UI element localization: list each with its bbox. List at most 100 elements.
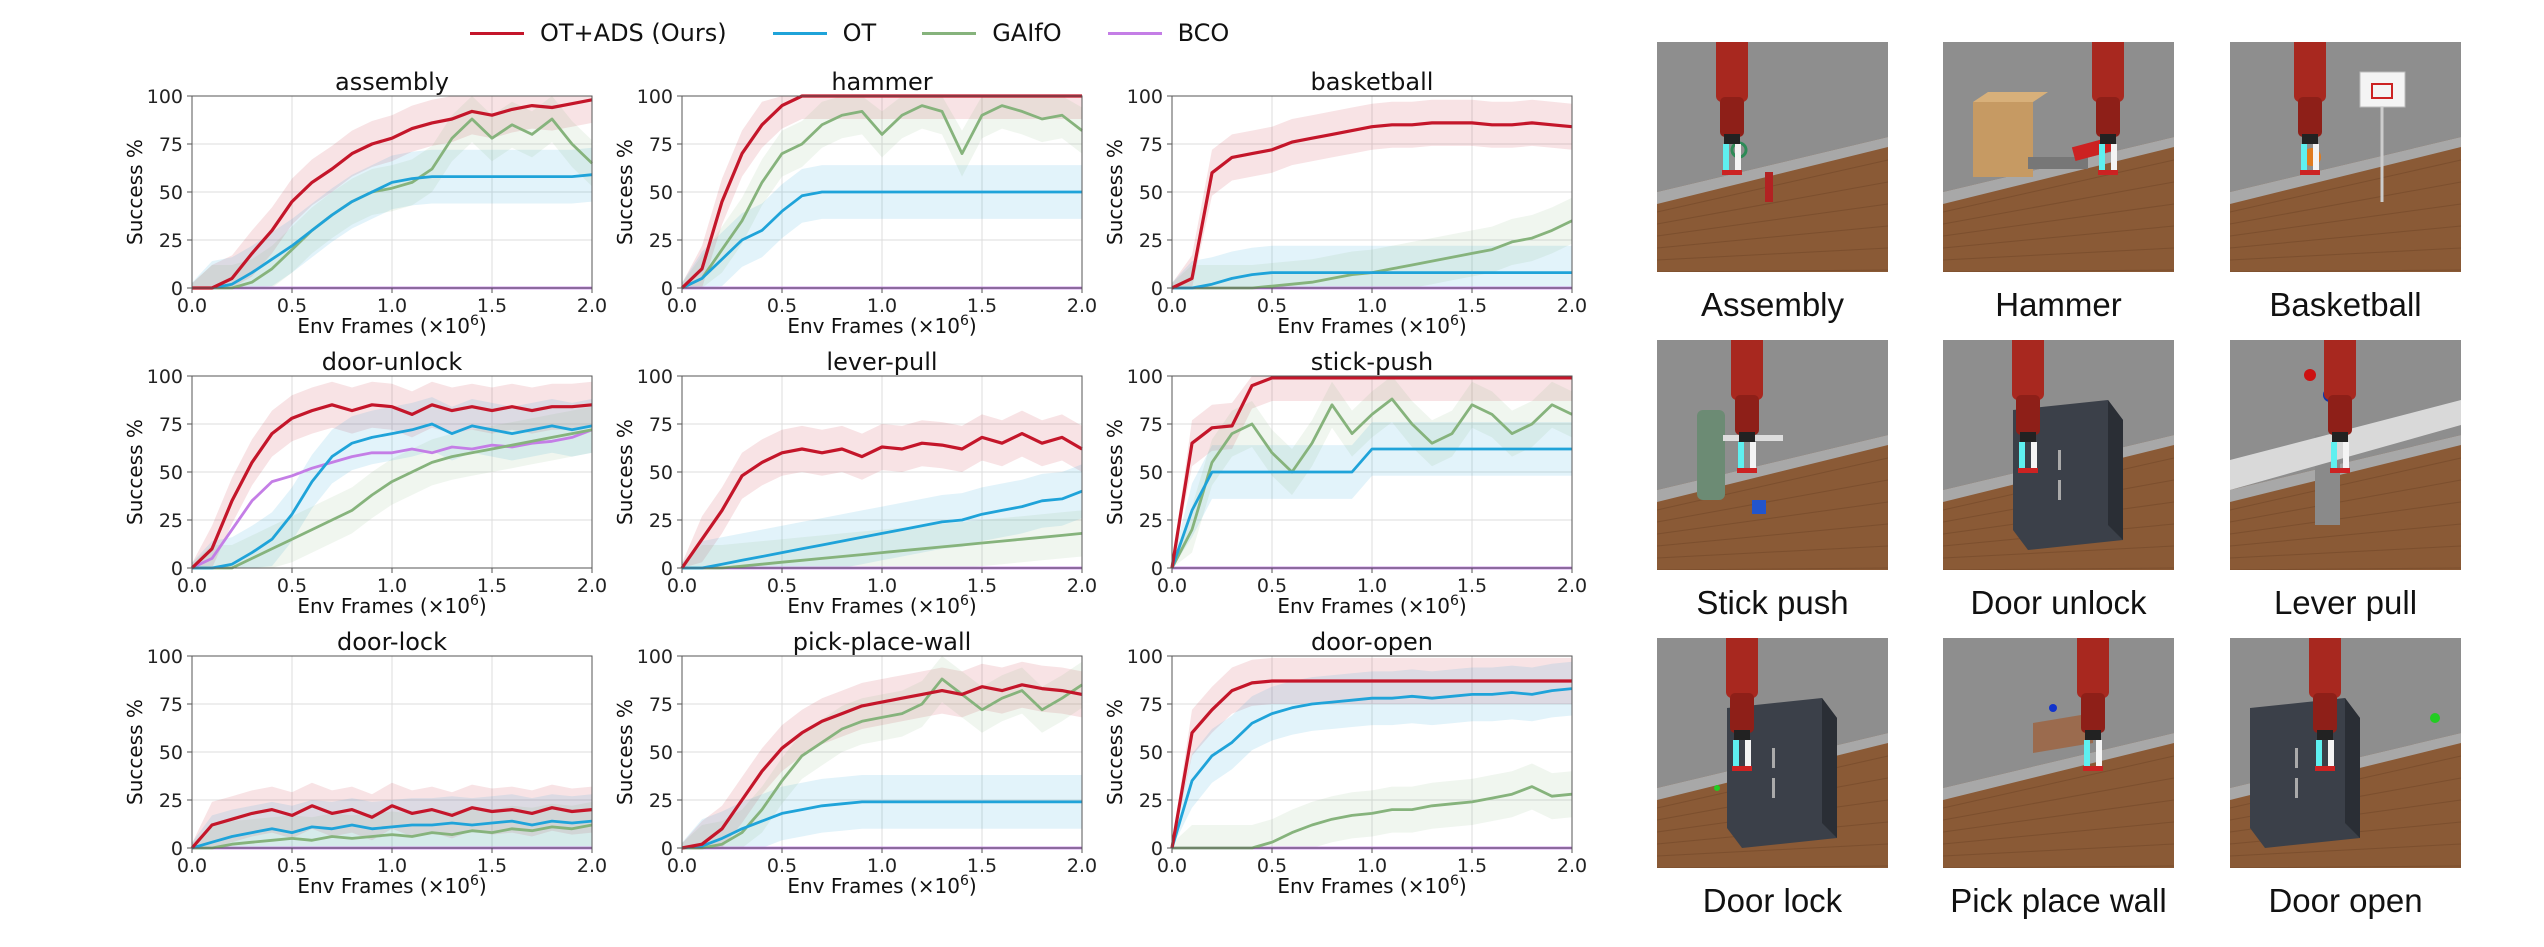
x-tick-label: 1.5: [477, 855, 507, 877]
plot-svg: 0.0 0.5 1.0 1.5 2.0 0 25 50 75 100 Env Frames (×10…: [613, 366, 1097, 618]
plot-title: door-unlock: [321, 348, 463, 376]
x-tick-label: 0.0: [1157, 855, 1187, 877]
scene-table: [1943, 733, 2174, 868]
x-axis-label: Env Frames (×106): [1277, 313, 1466, 338]
plot-grid: 0.0 0.5 1.0 1.5 2.0 0 25 50 75 100 Env Frames (×10…: [110, 68, 1587, 898]
y-tick-label: 25: [1139, 790, 1163, 812]
x-tick-label: 1.5: [477, 295, 507, 317]
y-tick-label: 0: [1151, 558, 1163, 580]
plot-svg: 0.0 0.5 1.0 1.5 2.0 0 25 50 75 100 Env Frames (×10…: [613, 646, 1097, 898]
legend-item-ot-ads: OT+ADS (Ours): [470, 19, 727, 47]
scene-table: [1657, 137, 1888, 272]
scene-caption: Assembly: [1700, 286, 1845, 323]
robot-scene-image: [2230, 42, 2461, 272]
x-tick-label: 1.5: [1457, 295, 1487, 317]
x-tick-label: 0.0: [177, 295, 207, 317]
legend-label: OT+ADS (Ours): [540, 19, 727, 47]
plot-door-unlock: 0.0 0.5 1.0 1.5 2.0 0 25 50 75 100 Env Frames (×10…: [110, 348, 607, 638]
legend-label: OT: [842, 19, 877, 47]
scene-caption: Hammer: [1995, 286, 2122, 323]
series-line-ot: [1170, 447, 1572, 569]
x-tick-label: 0.0: [1157, 575, 1187, 597]
x-tick-label: 1.0: [377, 855, 407, 877]
y-tick-label: 0: [171, 278, 183, 300]
scene-caption: Lever pull: [2273, 584, 2418, 621]
y-tick-label: 50: [1139, 742, 1163, 764]
x-tick-label: 0.0: [177, 575, 207, 597]
series-line-ot-ads-ours: [681, 683, 1083, 850]
plot-title: hammer: [831, 68, 933, 96]
scene-caption: Basketball: [2269, 286, 2422, 323]
band-ot: [682, 464, 1082, 568]
band-ot-ads-ours: [682, 410, 1082, 568]
legend-item-ot: OT: [772, 19, 877, 47]
y-axis-label: Success %: [123, 419, 147, 525]
band-gaifo: [682, 96, 1082, 288]
x-tick-label: 0.5: [767, 855, 797, 877]
series-line-ot: [191, 819, 593, 850]
robot-arm: [2077, 638, 2109, 771]
robot-scene-image: [1657, 638, 1888, 868]
x-tick-label: 1.5: [967, 295, 997, 317]
y-tick-label: 100: [637, 366, 673, 388]
robot-arm: [2294, 42, 2326, 175]
x-tick-label: 2.0: [1067, 295, 1097, 317]
x-tick-label: 1.0: [867, 855, 897, 877]
x-tick-label: 0.5: [767, 295, 797, 317]
robot-scene-image: [1943, 42, 2174, 272]
plot-svg: 0.0 0.5 1.0 1.5 2.0 0 25 50 75 100 Env Frames (×10…: [123, 646, 607, 898]
y-axis-label: Success %: [1103, 139, 1127, 245]
x-tick-label: 2.0: [1067, 855, 1097, 877]
y-tick-label: 25: [159, 230, 183, 252]
band-ot-ads-ours: [1172, 99, 1572, 288]
x-tick-label: 1.0: [1357, 575, 1387, 597]
series-line-ot: [192, 173, 593, 290]
series-line-ot-ads-ours: [1170, 679, 1572, 849]
plot-title: lever-pull: [826, 348, 938, 376]
series-line-gaifo: [192, 823, 593, 850]
x-tick-label: 1.5: [1457, 855, 1487, 877]
y-tick-label: 75: [1139, 694, 1163, 716]
y-tick-label: 100: [637, 646, 673, 668]
y-tick-label: 50: [159, 742, 183, 764]
scene-caption: Stick push: [1696, 584, 1849, 621]
band-ot-ads-ours: [1172, 657, 1572, 848]
y-tick-label: 25: [159, 510, 183, 532]
y-axis-label: Success %: [613, 139, 637, 245]
y-axis-label: Success %: [613, 699, 637, 805]
scene-caption: Door open: [2268, 882, 2423, 919]
x-tick-label: 0.5: [277, 575, 307, 597]
band-ot: [192, 147, 592, 288]
band-ot: [682, 775, 1082, 848]
y-tick-label: 25: [649, 790, 673, 812]
scene-caption: Door unlock: [1970, 584, 2147, 621]
series-line-bco: [191, 428, 593, 570]
y-tick-label: 100: [147, 86, 183, 108]
robot-arm: [1731, 340, 1763, 473]
y-tick-label: 25: [649, 230, 673, 252]
x-tick-label: 1.0: [1357, 295, 1387, 317]
x-axis-label: Env Frames (×106): [787, 873, 976, 898]
legend-label: GAIfO: [992, 19, 1062, 47]
x-tick-label: 0.0: [1157, 295, 1187, 317]
plot-stick-push: 0.0 0.5 1.0 1.5 2.0 0 25 50 75 100 Env Frames (×10…: [1090, 348, 1587, 638]
scene-caption: Pick place wall: [1950, 882, 2167, 919]
band-ot: [1172, 245, 1572, 288]
series-line-ot: [681, 800, 1082, 850]
x-tick-label: 1.5: [967, 855, 997, 877]
x-axis-label: Env Frames (×106): [297, 313, 486, 338]
x-tick-label: 0.5: [277, 295, 307, 317]
robot-arm: [2309, 638, 2341, 771]
scene-caption: Door lock: [1702, 882, 1843, 919]
series-line-ot-ads-ours: [680, 432, 1083, 569]
y-tick-label: 0: [171, 558, 183, 580]
scene-table: [1657, 435, 1888, 570]
series-line-gaifo: [1170, 397, 1573, 569]
band-ot: [1172, 661, 1572, 848]
x-tick-label: 1.0: [377, 295, 407, 317]
band-gaifo: [1172, 376, 1572, 568]
band-ot-ads-ours: [682, 96, 1082, 288]
y-tick-label: 50: [1139, 182, 1163, 204]
plot-svg: 0.0 0.5 1.0 1.5 2.0 0 25 50 75 100 Env Frames (×10…: [1103, 646, 1587, 898]
y-tick-label: 25: [1139, 510, 1163, 532]
